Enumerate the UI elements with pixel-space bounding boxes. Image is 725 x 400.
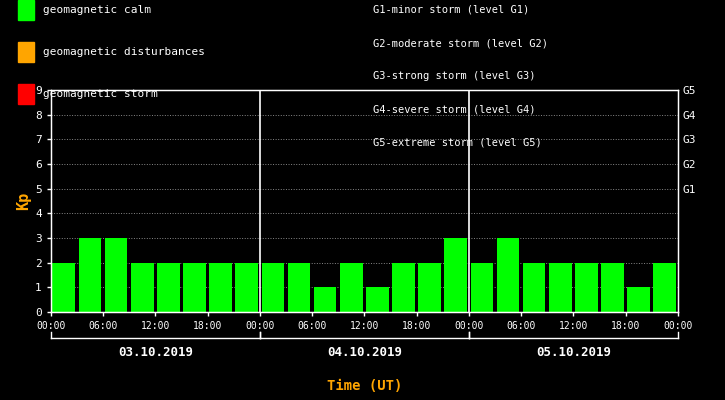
Bar — [52, 263, 75, 312]
Bar — [236, 263, 258, 312]
Text: G3-strong storm (level G3): G3-strong storm (level G3) — [373, 72, 536, 82]
Text: Time (UT): Time (UT) — [327, 379, 402, 393]
Bar — [183, 263, 206, 312]
Bar — [497, 238, 519, 312]
Bar — [575, 263, 597, 312]
Bar — [314, 287, 336, 312]
Text: 05.10.2019: 05.10.2019 — [536, 346, 611, 358]
Bar — [471, 263, 493, 312]
Bar — [523, 263, 545, 312]
Bar — [104, 238, 128, 312]
Text: G4-severe storm (level G4): G4-severe storm (level G4) — [373, 105, 536, 115]
Bar — [210, 263, 232, 312]
Bar — [627, 287, 650, 312]
Bar — [340, 263, 362, 312]
Bar — [601, 263, 624, 312]
Text: G1-minor storm (level G1): G1-minor storm (level G1) — [373, 5, 530, 15]
Bar — [366, 287, 389, 312]
Text: geomagnetic calm: geomagnetic calm — [43, 5, 151, 15]
Text: G2-moderate storm (level G2): G2-moderate storm (level G2) — [373, 38, 548, 48]
Bar — [418, 263, 441, 312]
Text: 03.10.2019: 03.10.2019 — [117, 346, 193, 358]
Text: G5-extreme storm (level G5): G5-extreme storm (level G5) — [373, 138, 542, 148]
Text: 04.10.2019: 04.10.2019 — [327, 346, 402, 358]
Bar — [444, 238, 467, 312]
Bar — [653, 263, 676, 312]
Text: geomagnetic disturbances: geomagnetic disturbances — [43, 47, 204, 57]
Y-axis label: Kp: Kp — [16, 192, 30, 210]
Bar — [262, 263, 284, 312]
Bar — [157, 263, 180, 312]
Bar — [392, 263, 415, 312]
Bar — [288, 263, 310, 312]
Text: geomagnetic storm: geomagnetic storm — [43, 89, 157, 99]
Bar — [131, 263, 154, 312]
Bar — [549, 263, 571, 312]
Bar — [78, 238, 102, 312]
